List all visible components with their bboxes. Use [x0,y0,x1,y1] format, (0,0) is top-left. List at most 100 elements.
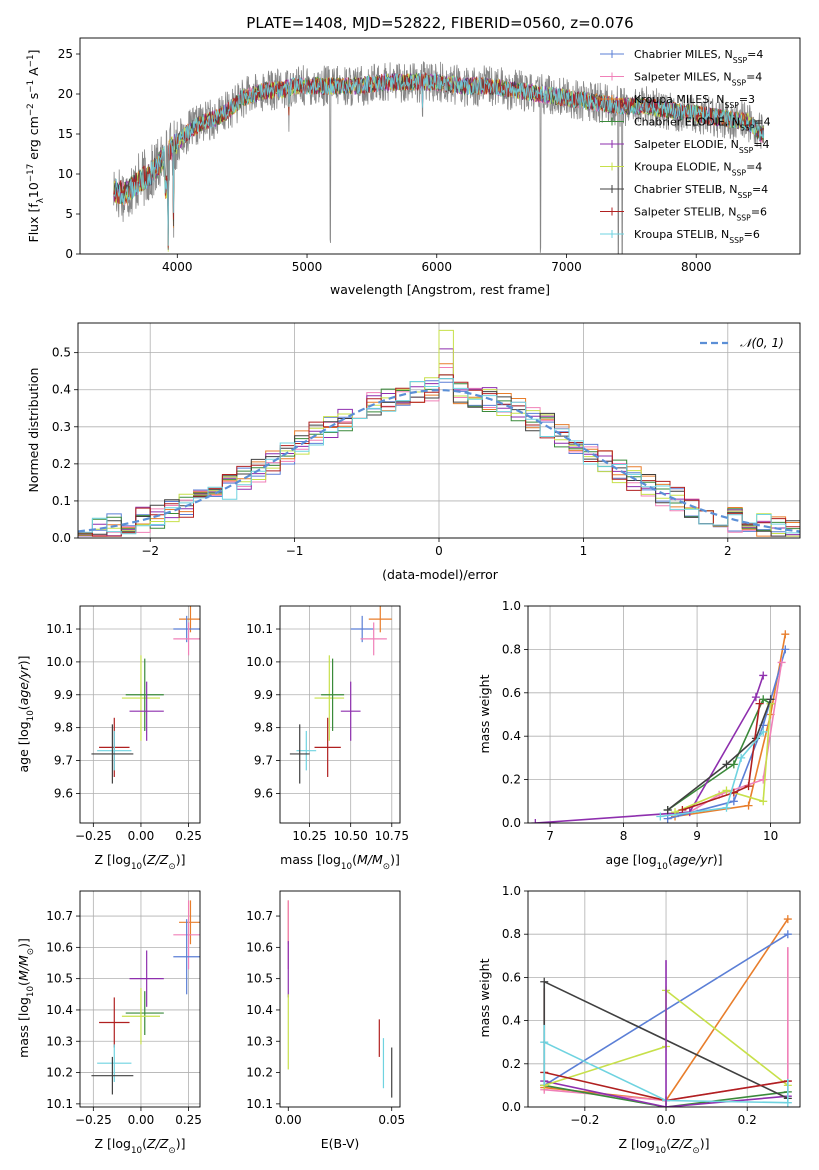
mass-weight-series [689,662,783,813]
histogram-legend: 𝒩(0, 1) [700,336,784,350]
axes-frame [527,890,801,1108]
y-tick-label: 0.5 [52,346,71,360]
y-tick-label: 0.2 [52,457,71,471]
axes-frame [279,605,401,824]
mass-weight-marker [759,727,768,736]
mass-weight-marker [783,930,792,939]
mass-weight-series [544,1084,788,1107]
x-tick-label: 0.00 [275,1113,302,1127]
y-tick-label: 10.3 [46,1034,73,1048]
mass-weight-vs-metallicity-chart: −0.2 0.0 0.2 0.0 0.2 0.4 0.6 0.8 1.0 [502,884,801,1127]
mass-weight-marker [744,801,753,810]
mass-weight-marker [737,753,746,762]
x-tick-label: 10.25 [292,829,326,843]
y-tick-label: 10.1 [246,1097,273,1111]
mass-weight-marker [759,671,768,680]
y-tick-label: 10.2 [246,1066,273,1080]
mass-weight-marker [755,699,764,708]
y-tick-label: 0.4 [502,1014,521,1028]
x-tick-label: 7 [546,829,554,843]
mass-weight-marker [531,819,540,823]
mass-weight-marker [783,915,792,924]
y-tick-label: 10.2 [46,1066,73,1080]
y-tick-label: 1.0 [502,884,521,898]
x-axis-label: Z [log10(Z/Z⊙)] [95,852,186,872]
y-tick-label: 9.9 [254,688,273,702]
y-axis-label: age [log10(age/yr)] [16,655,36,772]
residual-histogram-plot-area [78,329,800,537]
x-axis-label: Z [log10(Z/Z⊙)] [95,1136,186,1156]
y-tick-label: 0.0 [502,816,521,830]
legend-label: Kroupa STELIB, NSSP=6 [634,228,760,245]
spectrum-legend: Chabrier MILES, NSSP=4 Salpeter MILES, NS… [600,48,771,245]
y-tick-label: 9.7 [54,754,73,768]
mass-weight-vs-age-chart: 7 8 9 10 0.0 0.2 0.4 0.6 0.8 1.0 [502,599,801,843]
x-axis-label: wavelength [Angstrom, rest frame] [330,282,550,297]
y-tick-label: 0.3 [52,420,71,434]
mass-weight-series [674,703,772,813]
mass-vs-reddening-chart: 0.00 0.05 10.1 10.2 10.3 10.4 10.5 10.6 10.7 [246,890,405,1127]
x-tick-label: 6000 [421,260,452,274]
mass-weight-marker [777,658,786,667]
mass-weight-marker [722,786,731,795]
mass-weight-series [660,731,764,818]
y-tick-label: 0.0 [52,531,71,545]
mass-weight-marker [729,797,738,806]
legend-label: Chabrier MILES, NSSP=4 [634,48,763,65]
mass-weight-series [535,675,764,823]
x-tick-label: 0.25 [175,829,202,843]
y-tick-label: 15 [58,127,73,141]
y-tick-label: 10.1 [46,1097,73,1111]
mass-weight-marker [722,760,731,769]
y-tick-label: 0.4 [502,729,521,743]
age-vs-metallicity-chart: −0.25 0.00 0.25 9.6 9.7 9.8 9.9 10.0 10.1 [46,605,202,843]
y-tick-label: 10.0 [46,655,73,669]
y-tick-label: 9.8 [254,721,273,735]
y-axis-label: mass weight [477,674,492,753]
mass-weight-marker [781,645,790,654]
mass-weight-series [682,703,761,811]
y-tick-label: 0.2 [502,1057,521,1071]
mass-weight-series [544,1080,788,1107]
y-axis-label: Normed distribution [26,368,41,493]
y-tick-label: 9.8 [54,721,73,735]
mass-weight-marker [751,693,760,702]
y-tick-label: 0.4 [52,383,71,397]
y-tick-label: 20 [58,87,73,101]
y-tick-label: 10.6 [46,940,73,954]
age-vs-mass-chart-plot-area [289,606,392,784]
x-tick-label: 7000 [551,260,582,274]
y-tick-label: 0.6 [502,686,521,700]
axes-frame [79,890,201,1108]
mass-weight-marker [663,805,672,814]
y-tick-label: 1.0 [502,599,521,613]
y-tick-label: 10.5 [46,972,73,986]
y-tick-label: 0.0 [502,1100,521,1114]
mass-weight-marker [781,630,790,639]
mass-vs-reddening-chart-plot-area [287,900,393,1098]
legend-label: Kroupa MILES, NSSP=3 [634,93,755,110]
y-tick-label: 10 [58,167,73,181]
y-tick-label: 0.2 [502,773,521,787]
legend-label: Kroupa ELODIE, NSSP=4 [634,161,762,178]
x-tick-label: 2 [724,544,732,558]
mass-weight-marker [766,695,775,704]
y-tick-label: 10.7 [246,909,273,923]
legend-label: Salpeter MILES, NSSP=4 [634,71,762,88]
mass-weight-vs-age-chart-plot-area [531,630,790,823]
y-tick-label: 25 [58,47,73,61]
y-tick-label: 9.6 [254,786,273,800]
y-tick-label: 10.6 [246,940,273,954]
x-tick-label: 1 [580,544,588,558]
chart-title: PLATE=1408, MJD=52822, FIBERID=0560, z=0… [246,14,633,32]
y-tick-label: 10.1 [46,622,73,636]
y-tick-label: 10.7 [46,909,73,923]
spectrum-chart-plot-area [113,61,765,254]
axes-frame [527,605,801,824]
x-tick-label: 0 [435,544,443,558]
axes-frame [79,605,201,824]
y-tick-label: 9.6 [54,786,73,800]
histogram-series [78,329,800,537]
x-tick-label: 0.05 [378,1113,405,1127]
